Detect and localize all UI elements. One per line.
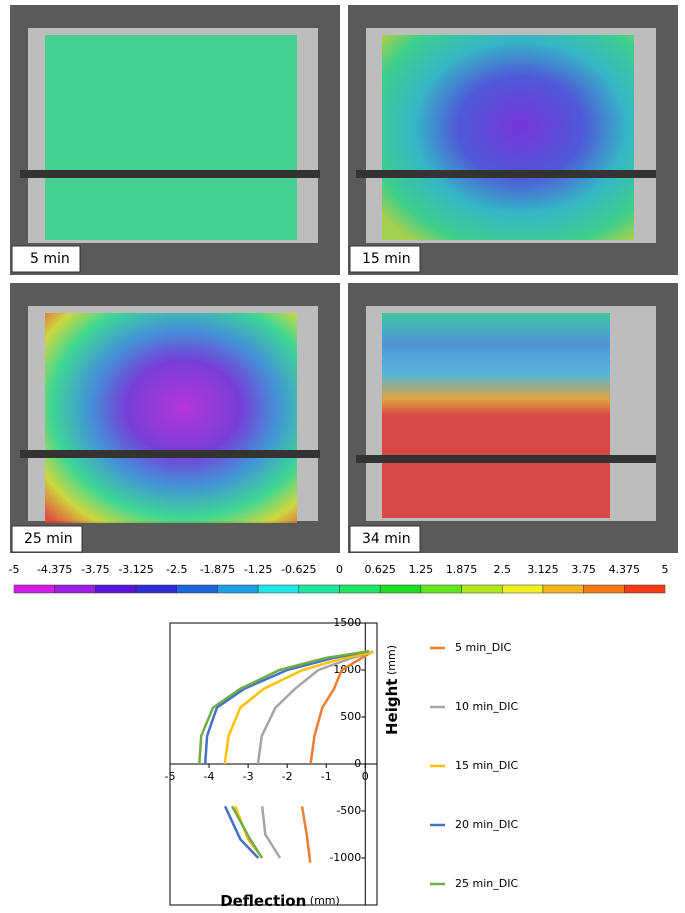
y-tick-label: 1000: [333, 663, 361, 676]
x-tick-label: -4: [204, 770, 215, 783]
colorbar-segment: [135, 584, 177, 594]
y-tick-label: 1500: [333, 616, 361, 629]
series-line: [198, 649, 370, 859]
legend-label: 25 min_DIC: [455, 877, 518, 890]
colorbar-segment: [257, 584, 300, 594]
panel: 25 min: [10, 283, 340, 553]
panel: 15 min: [348, 5, 678, 275]
y-tick-label: -500: [336, 804, 361, 817]
colorbar-segment: [420, 584, 462, 594]
series-line: [300, 650, 374, 863]
colorbar-segment: [95, 584, 137, 594]
colorbar: -5 -4.375 -3.75 -3.125 -2.5 -1.875 -1.25 -0.625…: [9, 563, 669, 594]
legend-label: 10 min_DIC: [455, 700, 518, 713]
colorbar-segment: [339, 584, 381, 594]
colorbar-tick-label: -1.875: [200, 563, 235, 576]
colorbar-tick-label: -0.625: [281, 563, 316, 576]
colorbar-tick-label: 0.625: [364, 563, 396, 576]
panel-label: 15 min: [362, 251, 411, 267]
colorbar-tick-label: 1.25: [409, 563, 434, 576]
colorbar-tick-label: -1.25: [244, 563, 272, 576]
legend-label: 20 min_DIC: [455, 818, 518, 831]
colorbar-segment: [502, 584, 544, 594]
x-tick-label: -3: [243, 770, 254, 783]
panel: 34 min: [348, 283, 678, 553]
chart: -5 -4 -3 -2 -1 0 -1000 -500 0 500 1000 1500 Deflecti…: [165, 616, 519, 910]
x-axis-label-bold: Deflection: [220, 892, 306, 910]
colorbar-tick-label: 1.875: [446, 563, 478, 576]
colorbar-segment: [217, 584, 259, 594]
colorbar-segment: [298, 584, 340, 594]
legend-label: 5 min_DIC: [455, 641, 511, 654]
x-axis-label-unit: (mm): [310, 894, 340, 907]
colorbar-segment: [176, 584, 218, 594]
colorbar-tick-label: -3.125: [118, 563, 153, 576]
x-tick-label: 0: [362, 770, 369, 783]
colorbar-segment: [13, 584, 55, 594]
colorbar-tick-label: -5: [9, 563, 20, 576]
colorbar-tick-label: 3.75: [571, 563, 596, 576]
colorbar-segment: [379, 584, 422, 594]
x-tick-label: -5: [165, 770, 176, 783]
series-line: [203, 649, 370, 859]
x-tick-label: -1: [321, 770, 332, 783]
colorbar-tick-label: -4.375: [37, 563, 72, 576]
y-axis-label-unit: (mm): [385, 645, 398, 675]
colorbar-tick-label: -3.75: [81, 563, 109, 576]
y-tick-label: 0: [354, 757, 361, 770]
colorbar-tick-label: 3.125: [527, 563, 559, 576]
y-tick-label: -1000: [329, 851, 361, 864]
panel-label: 25 min: [24, 531, 73, 547]
series-line: [256, 650, 374, 859]
series-line: [223, 650, 374, 859]
panel: 5 min: [10, 5, 340, 275]
colorbar-tick-label: 5: [662, 563, 669, 576]
colorbar-segment: [54, 584, 96, 594]
y-axis-label: Height (mm): [383, 645, 401, 735]
colorbar-tick-label: 0: [336, 563, 343, 576]
panel-label: 34 min: [362, 531, 411, 547]
colorbar-segment: [624, 584, 666, 594]
colorbar-segment: [461, 584, 503, 594]
colorbar-tick-label: -2.5: [166, 563, 187, 576]
colorbar-tick-label: 4.375: [609, 563, 641, 576]
x-tick-label: -2: [282, 770, 293, 783]
colorbar-segment: [542, 584, 584, 594]
y-tick-label: 500: [340, 710, 361, 723]
colorbar-segment: [583, 584, 625, 594]
y-axis-label-bold: Height: [383, 679, 401, 735]
x-axis-label: Deflection (mm): [220, 892, 340, 910]
legend-label: 15 min_DIC: [455, 759, 518, 772]
colorbar-tick-label: 2.5: [494, 563, 512, 576]
panel-label: 5 min: [30, 251, 70, 267]
